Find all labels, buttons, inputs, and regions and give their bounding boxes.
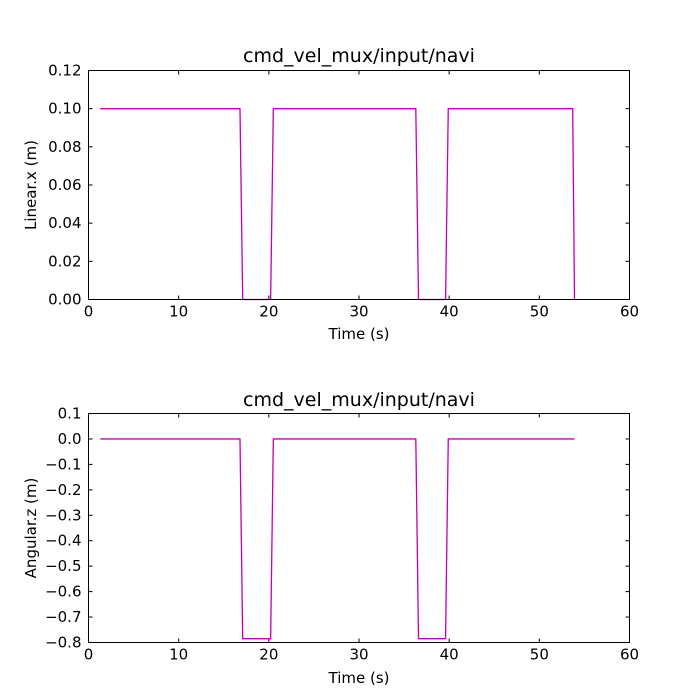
x-tick-label: 60 <box>620 303 639 321</box>
x-tick-labels: 0 10 20 30 40 50 60 <box>84 303 639 321</box>
y-tick-label: 0.04 <box>48 214 81 232</box>
x-tick-label: 30 <box>349 646 368 664</box>
y-tick-label: −0.2 <box>45 481 81 499</box>
y-tick-label: 0.1 <box>58 405 82 423</box>
y-tick-label: −0.4 <box>45 532 81 550</box>
x-tick-label: 10 <box>169 303 188 321</box>
x-tick-label: 10 <box>169 646 188 664</box>
angular-z-chart: cmd_vel_mux/input/navi 0 10 20 30 40 50 60 −0.… <box>22 389 639 687</box>
y-tick-label: −0.6 <box>45 583 81 601</box>
y-tick-label: 0.0 <box>58 430 82 448</box>
plot-frame <box>88 413 630 643</box>
x-tick-label: 20 <box>259 303 278 321</box>
x-axis-label: Time (s) <box>328 669 390 687</box>
series-line <box>100 108 576 301</box>
series-line <box>100 438 575 640</box>
x-tick-labels: 0 10 20 30 40 50 60 <box>84 646 639 664</box>
linear-x-chart: cmd_vel_mux/input/navi 0 10 20 30 40 50 60 0.0… <box>22 45 639 343</box>
y-tick-label: 0.08 <box>48 138 81 156</box>
x-tick-label: 40 <box>440 646 459 664</box>
y-axis-label: Linear.x (m) <box>22 140 40 230</box>
plot-frame <box>88 70 630 300</box>
chart-title: cmd_vel_mux/input/navi <box>243 389 475 411</box>
x-tick-label: 50 <box>530 303 549 321</box>
y-tick-label: 0.02 <box>48 252 81 270</box>
x-tick-label: 30 <box>349 303 368 321</box>
y-tick-labels: −0.8 −0.7 −0.6 −0.5 −0.4 −0.3 −0.2 −0.1 0.0 0.1 <box>45 405 81 652</box>
y-tick-labels: 0.00 0.02 0.04 0.06 0.08 0.10 0.12 <box>48 62 81 309</box>
y-tick-label: −0.1 <box>45 455 81 473</box>
x-tick-label: 0 <box>84 303 94 321</box>
chart-title: cmd_vel_mux/input/navi <box>243 45 475 67</box>
x-tick-label: 0 <box>84 646 94 664</box>
x-tick-label: 20 <box>259 646 278 664</box>
x-tick-label: 40 <box>440 303 459 321</box>
y-tick-label: −0.5 <box>45 557 81 575</box>
x-axis-label: Time (s) <box>328 325 390 343</box>
y-axis-label: Angular.z (m) <box>22 478 40 579</box>
x-tick-label: 60 <box>620 646 639 664</box>
y-tick-label: −0.3 <box>45 506 81 524</box>
y-tick-label: −0.7 <box>45 608 81 626</box>
x-tick-label: 50 <box>530 646 549 664</box>
y-tick-label: −0.8 <box>45 634 81 652</box>
y-tick-label: 0.00 <box>48 291 81 309</box>
y-tick-label: 0.10 <box>48 100 81 118</box>
y-tick-label: 0.06 <box>48 176 81 194</box>
y-tick-label: 0.12 <box>48 62 81 80</box>
